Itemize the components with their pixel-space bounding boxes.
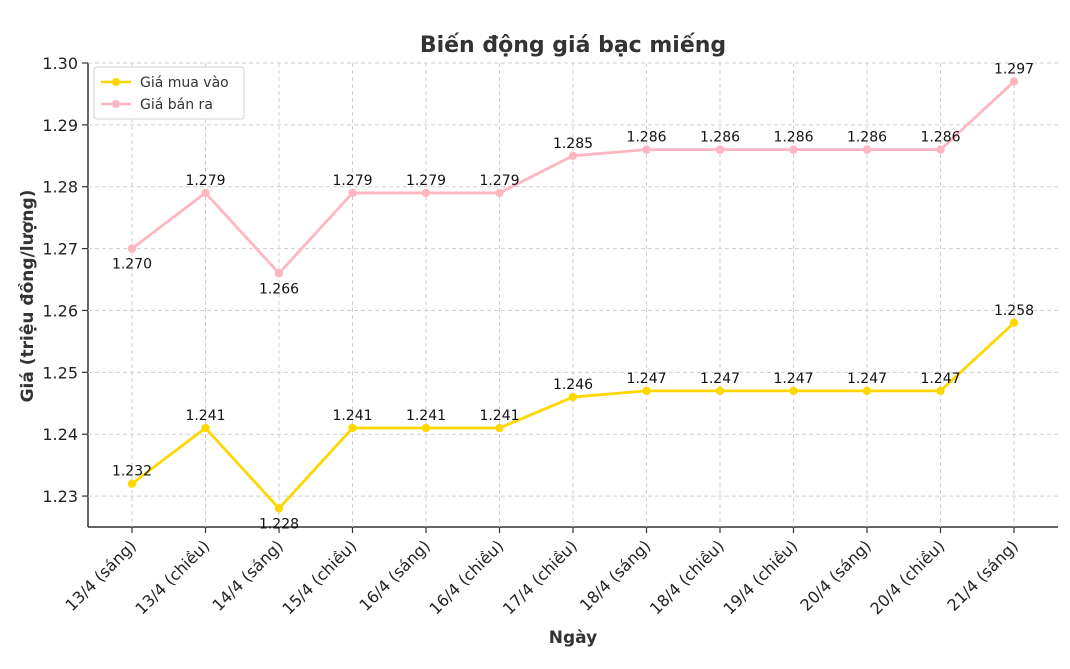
data-point-buy [274,504,284,513]
data-label-sell: 1.286 [847,130,887,146]
x-tick-label: 21/4 (sáng) [943,536,1021,614]
data-label-sell: 1.279 [479,173,519,189]
legend-marker-sell [112,100,120,108]
x-tick-label: 13/4 (sáng) [61,536,139,614]
x-axis-ticks: 13/4 (sáng)13/4 (chiều)14/4 (sáng)15/4 (… [61,527,1022,618]
y-tick-label: 1.27 [42,240,78,259]
data-label-buy: 1.241 [406,408,446,424]
legend-marker-buy [112,78,120,86]
data-point-sell [568,151,578,160]
x-tick-label: 15/4 (chiều) [278,536,360,618]
data-point-sell [862,145,872,154]
legend-label-sell: Giá bán ra [140,97,213,113]
data-label-sell: 1.286 [700,130,740,146]
data-point-buy [715,386,725,396]
y-axis-ticks: 1.23 1.24 1.25 1.26 1.27 1.28 1.29 1.30 [42,54,88,506]
data-point-sell [495,188,504,198]
data-label-buy: 1.228 [259,516,299,532]
data-point-buy [201,423,210,433]
data-label-sell: 1.270 [112,257,152,273]
data-label-sell: 1.279 [406,173,446,189]
data-point-buy [1009,318,1019,328]
data-label-buy: 1.246 [553,377,593,393]
y-tick-label: 1.29 [42,116,78,135]
chart-title: Biến động giá bạc miếng [420,33,726,58]
y-axis-label: Giá (triệu đồng/lượng) [17,190,38,403]
x-tick-label: 14/4 (sáng) [208,536,286,614]
data-label-buy: 1.232 [112,464,152,480]
data-label-sell: 1.286 [920,130,960,146]
x-tick-label: 16/4 (sáng) [355,536,433,614]
y-tick-label: 1.25 [42,363,78,382]
data-point-sell [642,145,651,154]
y-tick-label: 1.24 [42,425,78,444]
data-point-sell [348,188,357,198]
data-labels: 1.232 1.241 1.228 1.241 1.241 1.241 1.246 1.247… [112,62,1034,533]
data-point-buy [421,423,431,433]
data-label-buy: 1.247 [626,371,666,387]
data-label-buy: 1.258 [994,303,1034,319]
x-tick-label: 20/4 (sáng) [796,536,874,614]
data-label-buy: 1.247 [920,371,960,387]
data-point-buy [348,423,357,433]
data-point-buy [642,386,651,396]
data-point-buy [862,386,872,396]
y-tick-label: 1.28 [42,178,78,197]
data-label-buy: 1.241 [332,408,372,424]
legend-box [93,66,245,120]
data-label-buy: 1.247 [847,371,887,387]
x-tick-label: 16/4 (chiều) [425,536,507,618]
data-point-buy [789,386,798,396]
x-axis-label: Ngày [549,628,597,648]
data-point-buy [568,392,578,402]
series-lines [127,77,1019,513]
data-point-sell [715,145,725,154]
data-point-buy [936,386,945,396]
y-tick-label: 1.26 [42,301,78,320]
data-point-sell [421,188,431,198]
data-label-sell: 1.286 [626,130,666,146]
legend: Giá mua vào Giá bán ra [93,66,245,120]
x-tick-label: 19/4 (chiều) [719,536,801,618]
legend-label-buy: Giá mua vào [140,75,229,91]
data-point-sell [789,145,798,154]
data-label-buy: 1.241 [185,408,225,424]
data-label-sell: 1.266 [259,281,299,297]
data-label-sell: 1.279 [332,173,372,189]
data-label-sell: 1.286 [773,130,813,146]
data-point-buy [495,423,504,433]
data-label-sell: 1.279 [185,173,225,189]
data-point-sell [127,244,137,253]
y-tick-label: 1.30 [42,54,78,73]
x-tick-label: 17/4 (chiều) [499,536,581,618]
x-tick-label: 18/4 (sáng) [576,536,654,614]
data-label-sell: 1.285 [553,136,593,152]
grid [87,62,1058,528]
data-point-sell [274,269,284,278]
x-tick-label: 18/4 (chiều) [646,536,728,618]
data-label-sell: 1.297 [994,62,1034,78]
data-label-buy: 1.247 [773,371,813,387]
data-point-buy [127,479,137,488]
data-point-sell [1009,77,1019,86]
data-point-sell [936,145,945,154]
data-point-sell [201,188,210,198]
x-tick-label: 13/4 (chiều) [131,536,213,618]
y-tick-label: 1.23 [42,487,78,506]
x-tick-label: 20/4 (chiều) [866,536,948,618]
data-label-buy: 1.241 [479,408,519,424]
data-label-buy: 1.247 [700,371,740,387]
